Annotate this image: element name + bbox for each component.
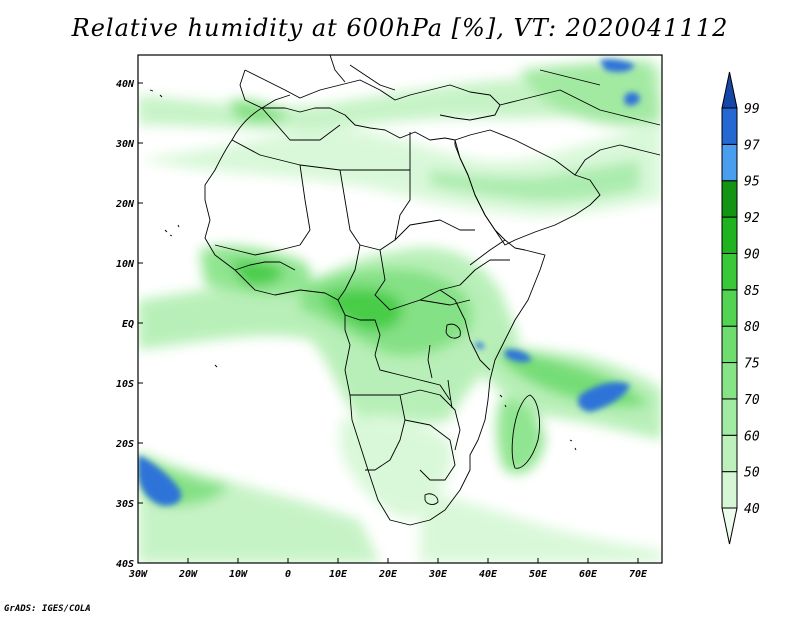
colorbar-label: 75 bbox=[744, 357, 760, 372]
lat-tick-label: 10N bbox=[116, 259, 135, 270]
colorbar-label: 70 bbox=[744, 393, 760, 408]
colorbar-label: 40 bbox=[744, 502, 760, 517]
colorbar-label: 99 bbox=[744, 102, 760, 117]
plot-frame bbox=[137, 54, 663, 564]
lon-tick-label: 20W bbox=[178, 569, 198, 580]
colorbar-box bbox=[721, 434, 738, 473]
country-borders bbox=[149, 55, 661, 526]
lon-tick-label: 20E bbox=[378, 569, 398, 580]
colorbar-box bbox=[721, 325, 738, 364]
lon-tick-label: 30W bbox=[128, 569, 148, 580]
colorbar-label: 60 bbox=[744, 429, 760, 444]
colorbar-high-triangle bbox=[721, 71, 738, 109]
lat-tick-label: 40N bbox=[116, 79, 135, 90]
colorbar-low-triangle bbox=[721, 507, 738, 545]
colorbar-box bbox=[721, 216, 738, 254]
lon-tick-label: 60E bbox=[579, 569, 598, 580]
lat-tick-label: EQ bbox=[122, 319, 134, 330]
colorbar-label: 50 bbox=[744, 466, 760, 481]
longitude-axis: 30W 20W 10W 0 10E 20E 30E 40E 50E 60E 70E bbox=[128, 558, 648, 580]
lat-tick-label: 40S bbox=[116, 559, 134, 570]
colorbar-label: 80 bbox=[744, 320, 760, 335]
colorbar-box bbox=[721, 143, 738, 182]
colorbar-box bbox=[721, 107, 738, 145]
colorbar-box bbox=[721, 471, 738, 509]
colorbar-box bbox=[721, 362, 738, 400]
colorbar: 40 50 60 70 75 80 85 90 92 95 97 99 bbox=[721, 71, 760, 545]
lon-tick-label: 10E bbox=[329, 569, 348, 580]
lon-tick-label: 40E bbox=[479, 569, 498, 580]
colorbar-box bbox=[721, 180, 738, 218]
lat-tick-label: 10S bbox=[116, 379, 134, 390]
lon-tick-label: 10W bbox=[229, 569, 248, 580]
lon-tick-label: 0 bbox=[285, 569, 291, 580]
humidity-shading bbox=[138, 59, 662, 563]
colorbar-label: 85 bbox=[744, 284, 760, 299]
lon-tick-label: 70E bbox=[629, 569, 648, 580]
map-title: Relative humidity at 600hPa [%], VT: 202… bbox=[71, 14, 729, 42]
lat-tick-label: 30S bbox=[115, 499, 134, 510]
colorbar-box bbox=[721, 252, 738, 291]
colorbar-label: 90 bbox=[744, 247, 760, 262]
colorbar-label: 95 bbox=[744, 175, 760, 190]
lat-tick-label: 20N bbox=[115, 199, 135, 210]
lat-tick-label: 30N bbox=[115, 139, 135, 150]
grads-credit: GrADS: IGES/COLA bbox=[4, 604, 91, 614]
colorbar-box bbox=[721, 289, 738, 327]
latitude-axis: 40N 30N 20N 10N EQ 10S 20S 30S 40S bbox=[115, 79, 143, 570]
lon-tick-label: 30E bbox=[428, 569, 448, 580]
lon-tick-label: 50E bbox=[529, 569, 548, 580]
colorbar-box bbox=[721, 398, 738, 436]
lat-tick-label: 20S bbox=[115, 439, 134, 450]
colorbar-label: 97 bbox=[744, 138, 760, 153]
colorbar-label: 92 bbox=[744, 211, 760, 226]
